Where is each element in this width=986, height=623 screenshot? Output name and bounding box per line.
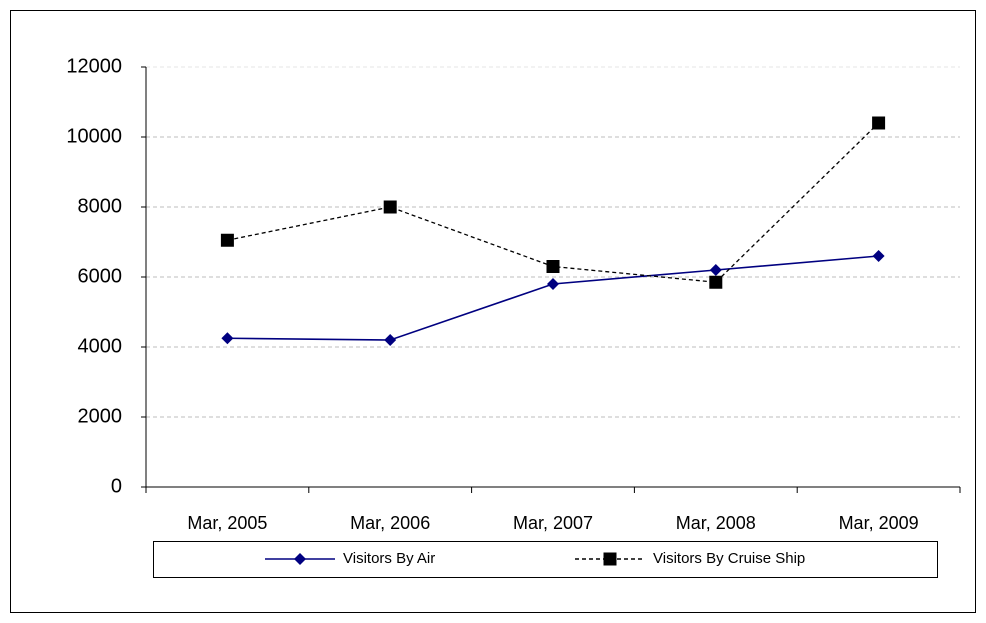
x-tick-label: Mar, 2009: [839, 513, 919, 533]
x-tick-label: Mar, 2008: [676, 513, 756, 533]
legend-marker: [603, 552, 617, 566]
y-tick-label: 0: [111, 475, 122, 497]
data-point: [383, 200, 397, 214]
data-point: [709, 264, 722, 276]
x-tick-label: Mar, 2007: [513, 513, 593, 533]
data-point: [547, 278, 559, 290]
y-tick-label: 10000: [66, 125, 122, 147]
data-point: [872, 116, 886, 130]
x-tick-label: Mar, 2006: [350, 513, 430, 533]
y-tick-label: 2000: [78, 405, 123, 427]
legend-marker: [294, 553, 306, 565]
y-tick-label: 12000: [66, 55, 122, 77]
y-tick-label: 4000: [78, 335, 123, 357]
data-point: [872, 250, 885, 262]
chart-frame: [10, 10, 976, 613]
legend-label: Visitors By Air: [343, 550, 435, 567]
x-tick-label: Mar, 2005: [187, 513, 267, 533]
legend-label: Visitors By Cruise Ship: [653, 550, 805, 567]
y-tick-label: 6000: [78, 265, 123, 287]
y-tick-label: 8000: [78, 195, 123, 217]
data-point: [221, 332, 234, 345]
data-point: [384, 334, 397, 346]
data-point: [709, 275, 723, 289]
data-point: [220, 233, 234, 247]
data-point: [546, 260, 560, 273]
